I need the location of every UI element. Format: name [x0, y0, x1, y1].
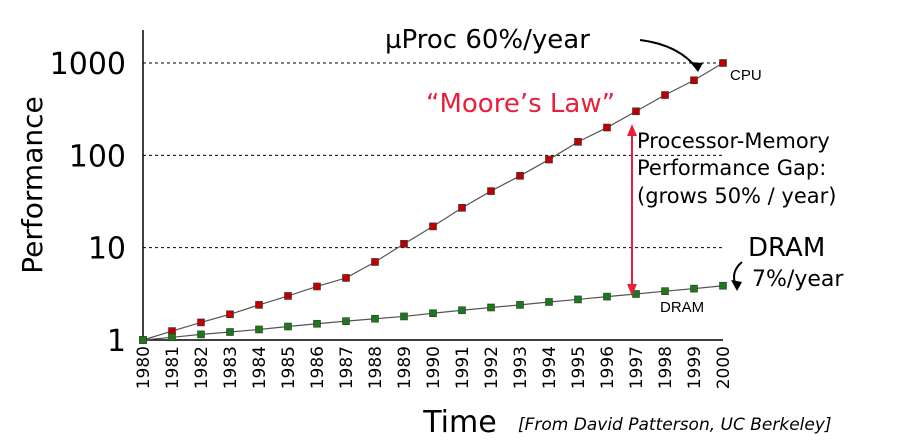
cpu-data-point — [516, 172, 524, 180]
x-tick-label: 1989 — [395, 346, 415, 389]
dram-rate-annotation: 7%/year — [752, 267, 844, 292]
dram-data-point — [516, 301, 524, 309]
x-tick-label: 1991 — [453, 346, 473, 389]
x-tick-label: 1987 — [337, 346, 357, 389]
uproc-arrowhead — [690, 62, 703, 72]
cpu-data-point — [487, 187, 495, 195]
x-tick-label: 1984 — [250, 346, 270, 389]
cpu-data-point — [719, 59, 727, 67]
cpu-data-point — [313, 282, 321, 291]
gap-arrowhead-top — [627, 124, 637, 136]
x-tick-label: 1994 — [540, 346, 560, 389]
cpu-data-point — [458, 204, 466, 212]
cpu-data-point — [574, 138, 582, 146]
dram-data-point — [661, 287, 669, 295]
x-tick-label: 1980 — [134, 346, 154, 389]
gap-label-line2: Performance Gap: — [637, 156, 826, 180]
cpu-data-point — [661, 91, 669, 99]
dram-data-point — [226, 328, 234, 336]
dram-data-point — [574, 295, 582, 304]
x-tick-label: 1995 — [569, 346, 589, 389]
x-tick-label: 1998 — [656, 346, 676, 389]
dram-data-point — [690, 284, 698, 293]
dram-data-point — [487, 303, 495, 312]
cpu-data-point — [226, 310, 234, 319]
cpu-data-point — [342, 274, 350, 282]
cpu-data-point — [255, 301, 263, 309]
x-tick-label: 1983 — [221, 346, 241, 389]
dram-data-point — [400, 312, 408, 321]
x-tick-label: 1988 — [366, 346, 386, 389]
y-tick-labels: 1 10 100 1000 — [50, 47, 126, 359]
gridlines — [143, 62, 723, 249]
y-tick-label: 10 — [88, 232, 126, 267]
cpu-series-label: CPU — [730, 67, 762, 84]
dram-data-point — [197, 330, 205, 339]
x-tick-label: 1993 — [511, 346, 531, 389]
x-tick-label: 1985 — [279, 346, 299, 389]
dram-data-point — [719, 281, 727, 290]
x-tick-labels: 1980 1981 1982 1983 1984 1985 1986 1987 1988 1989… — [134, 346, 734, 389]
cpu-data-point — [284, 292, 292, 300]
dram-data-point — [342, 317, 350, 325]
y-axis-title: Performance — [16, 96, 49, 273]
dram-data-point — [603, 292, 611, 301]
x-tick-label: 1996 — [598, 346, 618, 389]
cpu-data-point — [545, 155, 553, 164]
dram-annotation: DRAM — [748, 233, 825, 263]
cpu-data-point — [371, 258, 379, 266]
cpu-data-point — [197, 318, 205, 327]
cpu-data-point — [603, 123, 611, 132]
gap-label-line3: (grows 50% / year) — [637, 184, 836, 208]
dram-data-point — [284, 322, 292, 331]
cpu-data-point — [429, 222, 437, 231]
axes — [142, 30, 723, 341]
dram-arrowhead — [731, 280, 742, 291]
gap-label-line1: Processor-Memory — [637, 129, 830, 153]
x-axis-title: Time — [422, 405, 496, 440]
uproc-annotation: µProc 60%/year — [385, 25, 590, 55]
dram-data-point — [458, 306, 466, 315]
dram-data-point — [255, 325, 263, 334]
x-tick-label: 1997 — [627, 346, 647, 389]
dram-data-point — [545, 298, 553, 306]
x-tick-label: 1990 — [424, 346, 444, 389]
y-tick-label: 1000 — [50, 47, 126, 82]
data-series — [139, 59, 727, 344]
dram-data-point — [313, 319, 321, 328]
cpu-data-point — [690, 76, 698, 85]
x-tick-label: 2000 — [714, 346, 734, 389]
source-credit: [From David Patterson, UC Berkeley] — [518, 415, 832, 435]
x-tick-label: 1986 — [308, 346, 328, 389]
moore-law-annotation: “Moore’s Law” — [426, 89, 615, 119]
y-tick-label: 1 — [107, 324, 126, 359]
cpu-data-point — [632, 107, 640, 116]
x-tick-label: 1999 — [685, 346, 705, 389]
x-tick-label: 1982 — [192, 346, 212, 389]
gap-arrowhead-bottom — [627, 284, 637, 296]
x-tick-label: 1981 — [163, 346, 183, 389]
uproc-arrow — [639, 39, 699, 71]
dram-series-label: DRAM — [660, 299, 704, 316]
dram-data-point — [168, 333, 176, 342]
x-tick-label: 1992 — [482, 346, 502, 389]
dram-data-point — [139, 336, 147, 344]
dram-data-point — [371, 314, 379, 323]
y-tick-label: 100 — [69, 139, 126, 174]
cpu-data-point — [400, 240, 408, 248]
dram-data-point — [429, 309, 437, 318]
